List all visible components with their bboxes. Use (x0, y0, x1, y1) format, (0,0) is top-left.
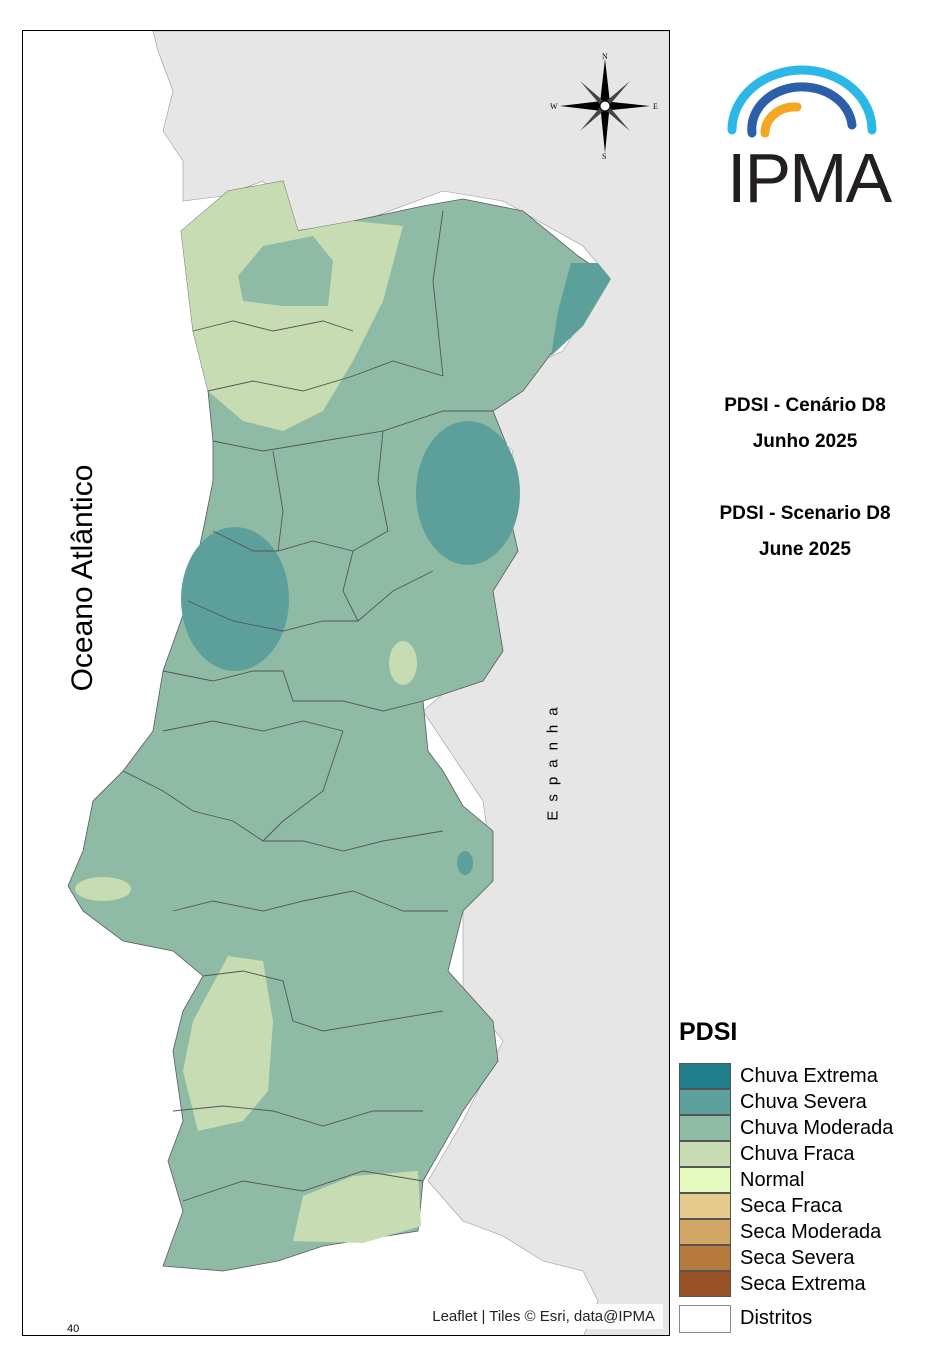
ocean-label: Oceano Atlântico (66, 464, 99, 692)
title-pt-line2: Junho 2025 (752, 431, 858, 452)
legend-swatch (679, 1089, 731, 1115)
spain-label: Espanha (544, 698, 562, 821)
title-pt-line1: PDSI - Cenário D8 (724, 395, 886, 416)
map-frame[interactable]: Oceano Atlântico Espanha N S E W 40 Km L… (22, 30, 670, 1336)
compass-n: N (602, 52, 608, 61)
legend-label: Chuva Fraca (740, 1143, 855, 1165)
legend-label: Chuva Severa (740, 1091, 867, 1113)
compass-s: S (602, 152, 606, 161)
zone-chuva-severa-northeast (551, 263, 611, 356)
legend-label: Seca Fraca (740, 1195, 843, 1217)
legend-title: PDSI (679, 1018, 738, 1046)
legend-label: Chuva Moderada (740, 1117, 894, 1139)
zone-chuva-fraca-algarve (293, 1171, 421, 1243)
map-titles: PDSI - Cenário D8 Junho 2025 PDSI - Scen… (690, 388, 920, 568)
map-canvas (67, 31, 669, 1335)
legend-swatch (679, 1115, 731, 1141)
legend-swatch (679, 1219, 731, 1245)
legend-label: Seca Moderada (740, 1221, 882, 1243)
legend-swatch (679, 1141, 731, 1167)
legend-label-districts: Distritos (740, 1307, 813, 1329)
compass-w: W (550, 102, 558, 111)
legend-swatch-districts (679, 1305, 731, 1333)
zone-chuva-severa-guarda (416, 421, 520, 565)
legend-swatch (679, 1245, 731, 1271)
compass-rose: N S E W (550, 52, 658, 161)
zone-chuva-severa-portalegre (457, 851, 473, 875)
title-en-line2: June 2025 (759, 539, 851, 560)
logo-arc-inner (760, 102, 802, 138)
legend-label: Seca Severa (740, 1247, 855, 1269)
legend-swatch (679, 1271, 731, 1297)
zone-chuva-fraca-center (389, 641, 417, 685)
zone-chuva-fraca-setubal (183, 956, 273, 1131)
legend-swatch (679, 1167, 731, 1193)
scale-unit: Km (115, 1335, 132, 1336)
logo-arc-outer (727, 65, 877, 135)
map-attribution[interactable]: Leaflet | Tiles © Esri, data@IPMA (424, 1304, 663, 1329)
title-en-line1: PDSI - Scenario D8 (719, 503, 891, 524)
ipma-logo-text: IPMA (727, 139, 892, 217)
compass-e: E (653, 102, 658, 111)
scale-value: 40 (67, 1323, 80, 1335)
legend-label: Seca Extrema (740, 1273, 866, 1295)
legend-swatch (679, 1193, 731, 1219)
zone-chuva-moderada-minho (238, 236, 333, 306)
district-borders (122, 210, 493, 1202)
legend-label: Chuva Extrema (740, 1065, 878, 1087)
legend-label: Normal (740, 1169, 805, 1191)
ipma-logo-arcs (727, 65, 877, 138)
logo-arc-mid (747, 82, 857, 138)
zone-chuva-fraca-lisbon (75, 877, 131, 901)
zone-chuva-severa-coimbra (181, 527, 289, 671)
compass-center (599, 100, 611, 112)
legend-swatch (679, 1063, 731, 1089)
